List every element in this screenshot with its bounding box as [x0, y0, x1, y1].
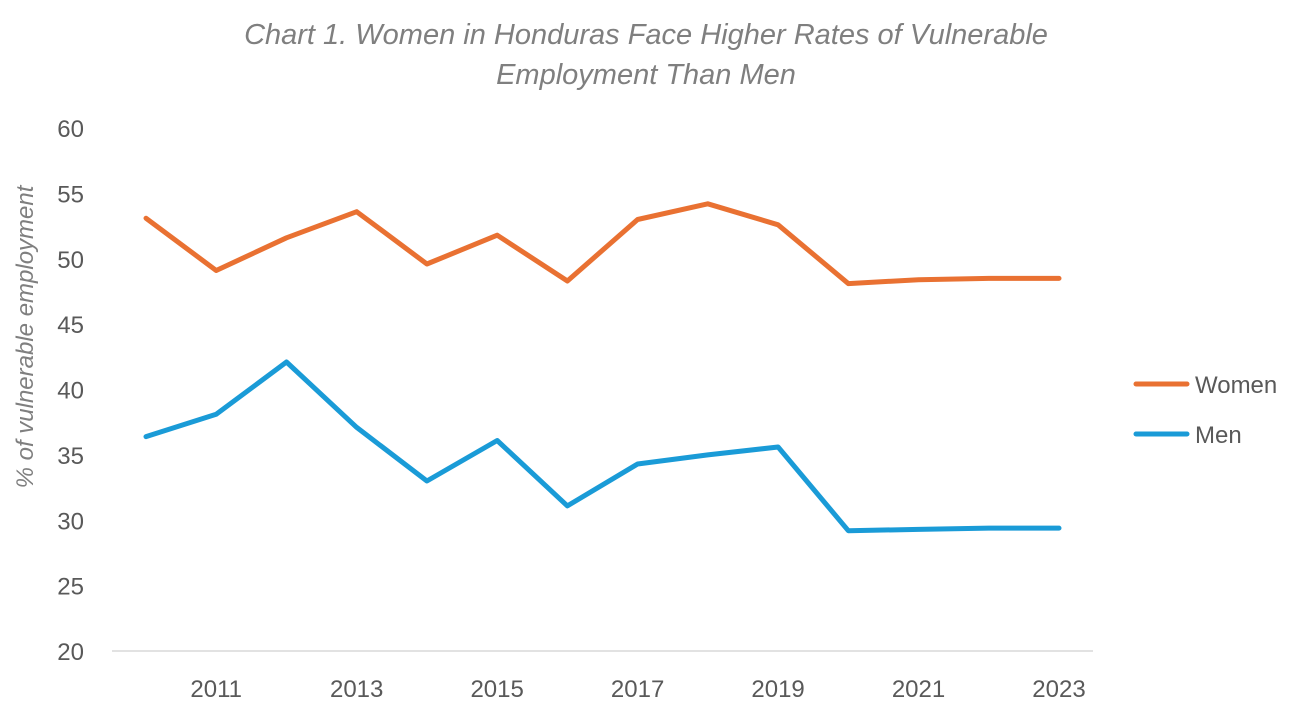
y-axis-label: % of vulnerable employment — [12, 184, 39, 488]
x-tick-label: 2021 — [892, 676, 945, 702]
y-tick-label: 45 — [57, 312, 84, 339]
y-tick-label: 20 — [57, 639, 84, 666]
y-tick-label: 60 — [57, 116, 84, 143]
legend-label-women: Women — [1195, 372, 1277, 399]
x-tick-label: 2019 — [751, 676, 804, 702]
series-lines — [143, 201, 1062, 534]
y-axis-ticks: 20 25 30 35 40 45 50 55 60 — [57, 116, 84, 666]
series-line-men — [143, 359, 1062, 534]
y-tick-label: 35 — [57, 443, 84, 470]
series-line-women — [143, 201, 1062, 287]
x-tick-label: 2013 — [330, 676, 383, 702]
y-tick-label: 30 — [57, 508, 84, 535]
y-tick-label: 50 — [57, 247, 84, 274]
x-tick-label: 2015 — [470, 676, 523, 702]
y-tick-label: 25 — [57, 574, 84, 601]
y-tick-label: 40 — [57, 378, 84, 405]
chart-title-line-2: Employment Than Men — [496, 59, 796, 91]
legend-label-men: Men — [1195, 422, 1242, 449]
x-tick-label: 2017 — [611, 676, 664, 702]
chart-title-line-1: Chart 1. Women in Honduras Face Higher R… — [244, 19, 1048, 51]
x-tick-label: 2011 — [190, 676, 242, 702]
x-axis-ticks: 2011 2013 2015 2017 2019 2021 2023 — [190, 676, 1085, 702]
legend: Women Men — [1133, 372, 1277, 449]
x-tick-label: 2023 — [1032, 676, 1085, 702]
y-tick-label: 55 — [57, 181, 84, 208]
